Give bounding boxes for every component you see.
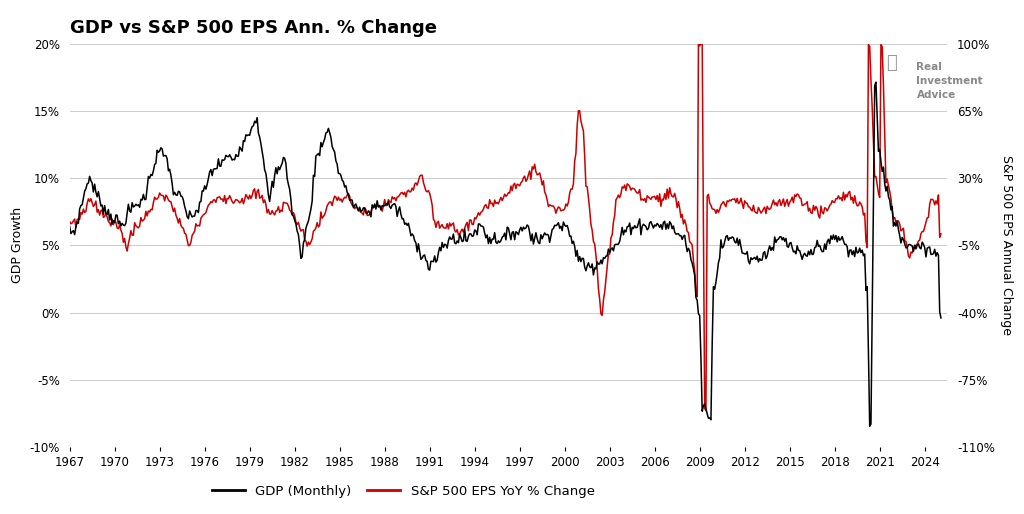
Text: 🦅: 🦅 bbox=[886, 54, 896, 72]
Text: Real
Investment
Advice: Real Investment Advice bbox=[916, 62, 983, 100]
Text: GDP vs S&P 500 EPS Ann. % Change: GDP vs S&P 500 EPS Ann. % Change bbox=[70, 19, 436, 36]
Legend: GDP (Monthly), S&P 500 EPS YoY % Change: GDP (Monthly), S&P 500 EPS YoY % Change bbox=[206, 480, 600, 503]
Y-axis label: GDP Growth: GDP Growth bbox=[11, 207, 24, 284]
Y-axis label: S&P 500 EPS Annual Change: S&P 500 EPS Annual Change bbox=[999, 155, 1013, 336]
